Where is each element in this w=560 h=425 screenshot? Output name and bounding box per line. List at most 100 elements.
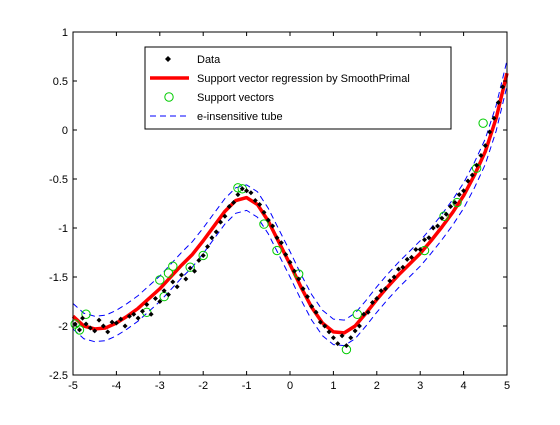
data-point	[165, 292, 171, 298]
data-point	[352, 328, 358, 334]
tube-upper-line	[72, 60, 508, 321]
data-point	[92, 328, 98, 334]
data-point	[374, 296, 380, 302]
x-tick-label: 3	[417, 380, 423, 392]
support-vector-marker	[272, 245, 282, 256]
data-point	[456, 192, 462, 198]
data-point	[313, 309, 319, 315]
legend-marker-support-vectors	[164, 92, 174, 102]
data-point	[443, 211, 449, 217]
data-point	[135, 315, 141, 321]
data-point	[72, 321, 78, 327]
x-tick-label: -5	[68, 380, 78, 392]
data-point	[430, 225, 436, 231]
data-point	[122, 323, 128, 329]
support-vector-marker	[168, 261, 178, 271]
x-tick-label: -4	[112, 380, 122, 392]
data-point	[231, 200, 237, 206]
data-point	[139, 308, 145, 314]
legend-marker-data	[165, 56, 171, 62]
support-vector-marker	[185, 262, 195, 272]
data-point	[326, 329, 332, 335]
data-point	[426, 235, 432, 241]
support-vector-marker	[439, 211, 449, 221]
data-point	[265, 217, 271, 223]
data-point	[109, 319, 115, 325]
data-point	[87, 325, 93, 331]
x-tick-label: -1	[242, 380, 252, 392]
data-point	[196, 257, 202, 263]
data-point	[343, 343, 349, 349]
data-point	[378, 288, 384, 294]
data-point	[157, 299, 163, 304]
data-point	[330, 335, 336, 341]
legend-label-support-vectors: Support vectors	[197, 92, 275, 104]
data-point	[495, 100, 501, 106]
support-vector-marker	[259, 219, 269, 229]
data-point	[365, 309, 371, 315]
data-point	[274, 235, 280, 241]
data-point	[300, 286, 306, 292]
data-point	[283, 251, 289, 257]
legend-entry-svr: Support vector regression by SmoothPrima…	[150, 73, 410, 85]
data-point	[465, 178, 471, 184]
x-tick-label: 5	[504, 380, 510, 392]
data-point	[339, 333, 345, 339]
data-point	[257, 201, 263, 207]
data-point	[500, 84, 506, 90]
legend: Data Support vector regression by Smooth…	[144, 46, 452, 130]
data-point	[126, 313, 132, 319]
data-point	[291, 268, 297, 274]
data-point	[335, 341, 341, 347]
data-point	[222, 213, 228, 219]
data-point	[248, 190, 254, 196]
data-point	[252, 198, 258, 204]
legend-label-tube: e-insensitive tube	[197, 111, 283, 123]
data-point	[187, 265, 193, 271]
data-point	[105, 329, 111, 335]
data-point	[435, 223, 441, 229]
data-point	[213, 229, 219, 235]
data-point	[261, 209, 267, 215]
data-point	[452, 200, 458, 206]
legend-entry-support-vectors: Support vectors	[164, 92, 275, 104]
support-vector-marker	[163, 268, 174, 278]
data-point	[396, 266, 401, 272]
data-point	[192, 268, 198, 274]
legend-box	[144, 46, 452, 130]
data-point	[348, 335, 354, 341]
y-tick-label: 1	[62, 27, 68, 39]
x-tick-label: 0	[287, 380, 293, 392]
data-point	[478, 152, 484, 158]
y-tick-label: -2.5	[49, 370, 68, 382]
legend-entry-data: Data	[165, 54, 221, 66]
data-point	[80, 315, 86, 321]
y-tick-label: 0	[62, 125, 68, 137]
legend-label-data: Data	[197, 54, 221, 66]
data-point	[439, 215, 445, 221]
data-point	[409, 254, 415, 260]
data-point	[209, 235, 215, 241]
data-point	[200, 252, 206, 258]
support-vector-marker	[81, 309, 91, 319]
data-point	[317, 319, 323, 325]
data-point	[218, 219, 224, 225]
x-tick-label: -2	[198, 380, 208, 392]
data-point	[170, 279, 176, 285]
support-vector-marker	[198, 250, 208, 261]
data-point	[391, 274, 397, 280]
tube-lower-line	[72, 85, 508, 347]
data-point	[83, 321, 89, 327]
x-axis: -5 -4 -3 -2 -1 0 1 2 3 4 5	[68, 32, 510, 392]
support-vector-marker	[74, 325, 85, 335]
data-point	[179, 272, 184, 278]
data-point	[77, 327, 83, 333]
data-point	[369, 299, 375, 305]
data-point	[448, 203, 454, 209]
data-point	[356, 323, 362, 329]
data-point	[131, 311, 137, 317]
data-point	[487, 129, 493, 135]
data-point	[174, 284, 180, 290]
